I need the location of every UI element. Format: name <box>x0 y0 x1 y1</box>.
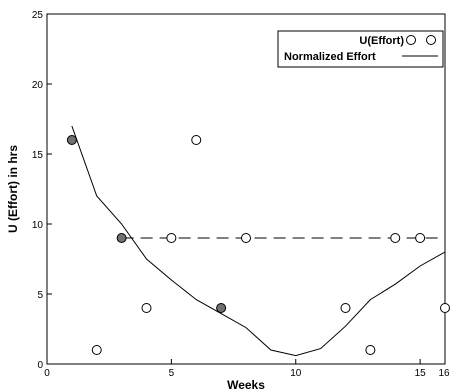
effort-point <box>141 303 152 313</box>
legend-box <box>277 30 444 68</box>
effort-point-filled <box>116 233 127 243</box>
plot-frame <box>46 13 446 365</box>
effort-point <box>365 345 376 355</box>
y-tick-label: 20 <box>32 80 44 91</box>
effort-point <box>440 303 450 313</box>
effort-point <box>166 233 177 243</box>
x-tick-label: 16 <box>438 368 450 379</box>
y-tick-label: 15 <box>32 150 44 161</box>
effort-point <box>415 233 426 243</box>
y-tick-label: 0 <box>37 360 43 371</box>
y-tick-label: 5 <box>37 290 43 301</box>
effort-point-filled <box>66 135 77 145</box>
x-tick-label: 5 <box>169 368 175 379</box>
x-tick-label: 10 <box>290 368 302 379</box>
x-axis-title: Weeks <box>227 378 265 392</box>
effort-point <box>241 233 251 243</box>
ticks-layer: 0 5 10 15 16 0 5 10 15 20 25 <box>32 10 450 379</box>
legend-label-u-effort: U(Effort) <box>359 35 404 47</box>
legend-marker-empty-1 <box>406 35 416 45</box>
legend-marker-empty-2 <box>426 35 436 45</box>
effort-point-filled <box>216 303 227 313</box>
effort-point <box>340 303 351 313</box>
points-layer <box>66 135 450 355</box>
normalized-effort-line <box>71 125 446 357</box>
effort-point <box>91 345 102 355</box>
effort-point <box>191 135 202 145</box>
normalized-effort-line-layer <box>71 125 446 357</box>
y-tick-label: 25 <box>32 10 44 21</box>
legend: U(Effort) Normalized Effort <box>277 30 444 68</box>
effort-point <box>390 233 401 243</box>
y-tick-label: 10 <box>32 220 44 231</box>
y-axis-title: U (Effort) in hrs <box>6 145 20 233</box>
legend-label-normalized-effort: Normalized Effort <box>284 51 376 63</box>
x-tick-label: 15 <box>415 368 427 379</box>
x-tick-label: 0 <box>44 368 50 379</box>
